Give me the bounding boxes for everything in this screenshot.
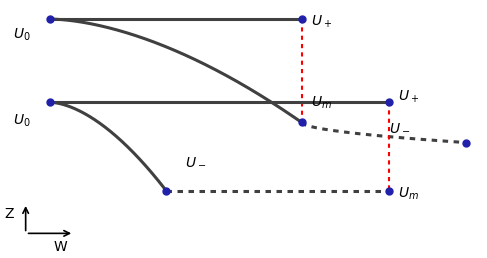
Text: $U_0$: $U_0$ <box>13 112 31 129</box>
Text: $U_m$: $U_m$ <box>398 186 419 202</box>
Text: W: W <box>53 240 67 254</box>
Text: $U_m$: $U_m$ <box>311 95 332 111</box>
Text: $U_+$: $U_+$ <box>398 89 419 106</box>
Text: Z: Z <box>4 207 14 221</box>
Text: $U_0$: $U_0$ <box>13 27 31 43</box>
Text: $U_-$: $U_-$ <box>389 120 410 134</box>
Text: $U_+$: $U_+$ <box>311 14 333 30</box>
Text: $U_-$: $U_-$ <box>186 154 206 168</box>
